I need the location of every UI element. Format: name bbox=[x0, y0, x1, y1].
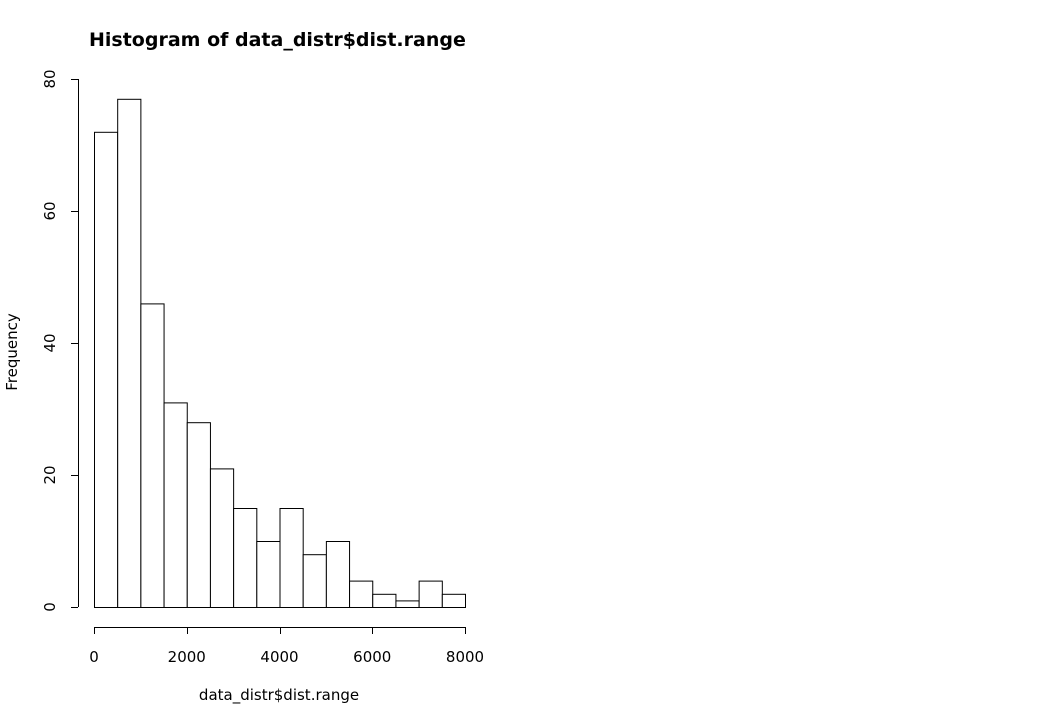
histogram-bar bbox=[325, 541, 351, 608]
histogram-bar bbox=[418, 580, 443, 608]
chart-title: Histogram of data_distr$dist.range bbox=[89, 29, 466, 51]
histogram-bar bbox=[209, 468, 235, 608]
x-tick-label: 8000 bbox=[446, 648, 484, 666]
y-tick-label: 20 bbox=[41, 465, 59, 484]
histogram-bar bbox=[279, 508, 304, 608]
x-tick-label: 0 bbox=[89, 648, 99, 666]
histogram-bar bbox=[302, 554, 327, 609]
histogram-bar bbox=[94, 131, 119, 609]
x-tick-label: 4000 bbox=[260, 648, 298, 666]
y-tick-label: 60 bbox=[41, 201, 59, 220]
x-tick-label: 6000 bbox=[353, 648, 391, 666]
histogram-bar bbox=[395, 600, 420, 609]
histogram-bar bbox=[256, 541, 281, 608]
histogram-bar bbox=[117, 98, 142, 609]
x-tick-label: 2000 bbox=[168, 648, 206, 666]
y-axis: 0 20 40 60 80 bbox=[41, 69, 79, 612]
y-tick-label: 80 bbox=[41, 69, 59, 88]
histogram-bar bbox=[140, 303, 165, 608]
histogram-bar bbox=[349, 580, 374, 608]
histogram-bar bbox=[186, 422, 211, 609]
x-axis-label: data_distr$dist.range bbox=[199, 686, 359, 705]
x-axis: 0 2000 4000 6000 8000 bbox=[89, 627, 484, 666]
histogram-bar bbox=[233, 508, 258, 608]
histogram-bar bbox=[441, 593, 466, 608]
histogram-bar bbox=[163, 402, 188, 608]
y-tick-label: 0 bbox=[41, 602, 59, 612]
y-axis-label: Frequency bbox=[3, 313, 21, 391]
y-tick-label: 40 bbox=[41, 333, 59, 352]
histogram-bar bbox=[372, 593, 397, 608]
bars-group bbox=[94, 98, 466, 609]
